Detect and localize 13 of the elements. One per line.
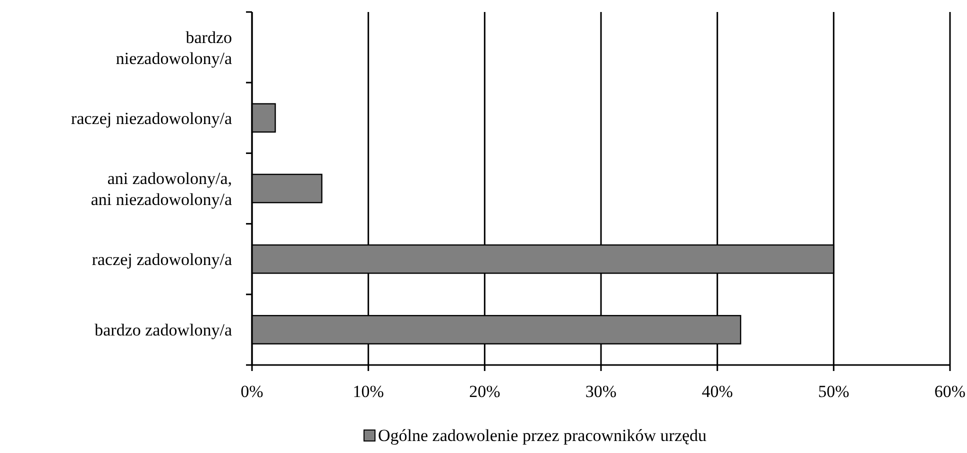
y-tick-label: raczej niezadowolony/a [71, 108, 232, 128]
y-tick-label: bardzo zadowlony/a [94, 320, 232, 340]
x-tick-label: 30% [585, 382, 617, 401]
x-tick-label: 50% [818, 382, 850, 401]
y-tick-label: ani zadowolony/a, ani niezadowolony/a [90, 169, 232, 209]
x-tick-label: 40% [702, 382, 733, 401]
x-tick-label: 0% [240, 382, 264, 401]
x-tick-label: 10% [352, 382, 384, 401]
x-tick-label: 20% [469, 382, 500, 401]
x-tick-label: 60% [934, 382, 966, 401]
y-tick-label: bardzo niezadowolony/a [116, 28, 232, 68]
y-tick-label: raczej zadowolony/a [92, 250, 232, 270]
legend-label: Ogólne zadowolenie przez pracowników urzędu [378, 426, 708, 445]
